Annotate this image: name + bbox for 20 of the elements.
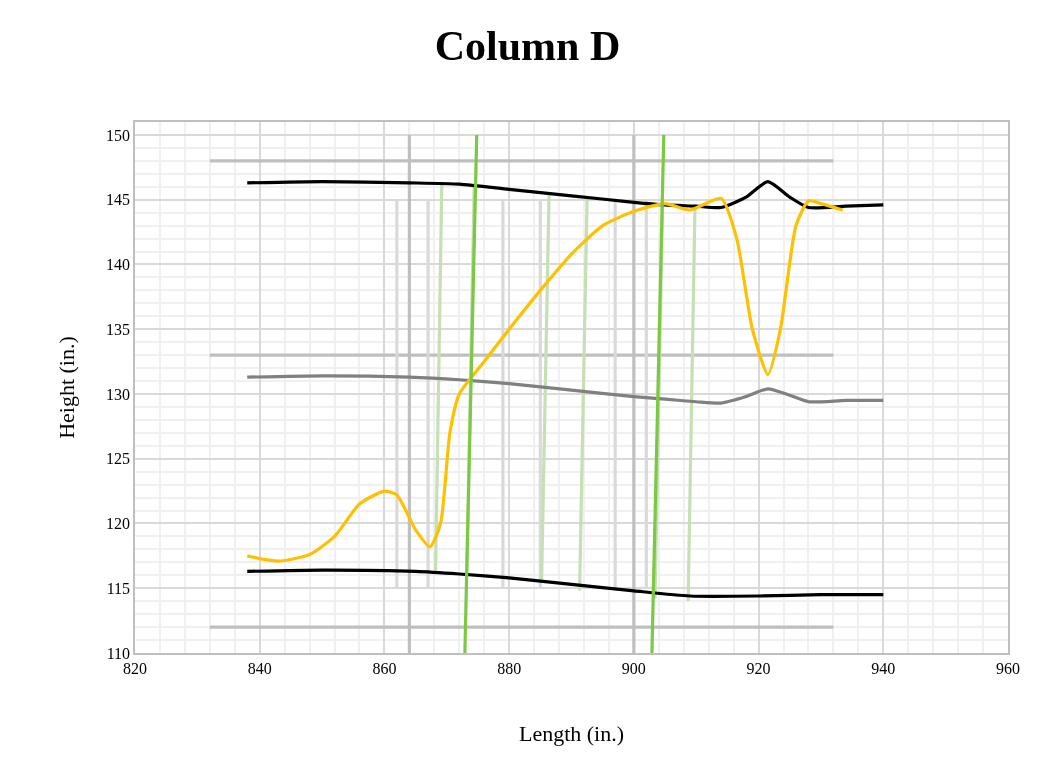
chart-title: Column D xyxy=(434,23,621,70)
y-tick-label: 140 xyxy=(106,256,131,274)
y-tick-label: 145 xyxy=(106,191,131,209)
x-tick-label: 960 xyxy=(996,659,1020,677)
y-tick-label: 135 xyxy=(106,320,131,338)
y-tick-label: 120 xyxy=(106,515,131,533)
x-tick-label: 880 xyxy=(497,659,522,677)
y-tick-label: 110 xyxy=(106,644,131,662)
y-axis-title: Height (in.) xyxy=(54,336,80,439)
x-tick-label: 840 xyxy=(247,659,272,677)
x-tick-label: 860 xyxy=(372,659,397,677)
y-tick-label: 150 xyxy=(106,126,131,144)
x-tick-label: 920 xyxy=(746,659,771,677)
x-tick-label: 940 xyxy=(871,659,896,677)
y-tick-label: 130 xyxy=(106,385,131,403)
x-axis-title: Length (in.) xyxy=(518,721,625,747)
y-tick-label: 125 xyxy=(106,450,131,468)
y-tick-label: 115 xyxy=(106,579,131,597)
x-tick-label: 820 xyxy=(123,659,147,677)
x-tick-label: 900 xyxy=(621,659,646,677)
